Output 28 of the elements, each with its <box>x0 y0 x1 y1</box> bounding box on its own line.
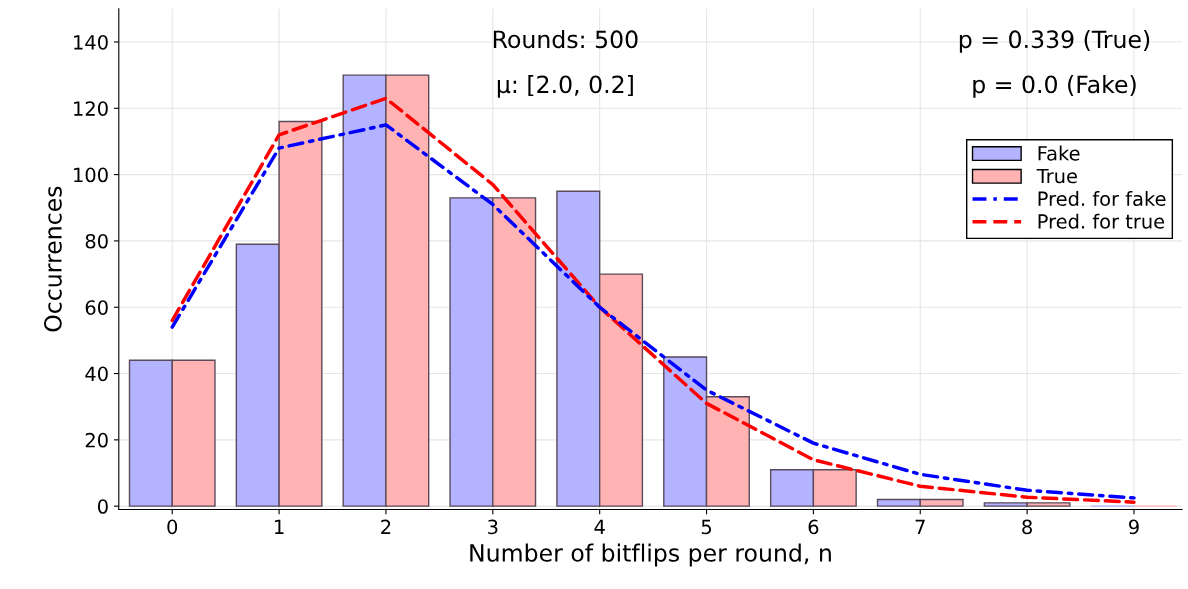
y-tick-label: 80 <box>85 233 108 249</box>
annotation: Rounds: 500 <box>493 29 638 49</box>
x-tick-label: 7 <box>915 519 925 534</box>
y-tick-label: 120 <box>74 101 108 116</box>
x-tick-label: 4 <box>594 519 605 534</box>
y-tick-label: 20 <box>85 432 108 448</box>
y-tick-label: 140 <box>74 34 108 50</box>
x-tick-label: 1 <box>275 519 284 534</box>
annotation: μ: [2.0, 0.2] <box>497 75 633 98</box>
annotation: p = 0.0 (Fake) <box>973 75 1136 98</box>
x-axis-title: Number of bitflips per round, n <box>470 543 831 567</box>
y-tick-label: 60 <box>85 300 108 315</box>
y-tick-label: 100 <box>74 167 108 183</box>
x-tick-label: 5 <box>701 519 712 535</box>
annotation: p = 0.339 (True) <box>959 29 1150 53</box>
x-tick-label: 6 <box>808 519 819 535</box>
x-tick-label: 0 <box>167 519 178 535</box>
x-tick-label: 8 <box>1022 519 1032 535</box>
x-tick-label: 3 <box>488 519 498 535</box>
y-tick-label: 40 <box>85 366 108 382</box>
legend-label: True <box>1036 168 1077 184</box>
x-tick-label: 9 <box>1129 519 1139 535</box>
x-tick-label: 2 <box>381 519 391 534</box>
y-axis-title: Occurrences <box>43 186 62 332</box>
y-tick-label: 0 <box>97 499 108 514</box>
legend-label: Pred. for fake <box>1038 191 1166 207</box>
legend-label: Fake <box>1038 145 1080 161</box>
legend-label: Pred. for true <box>1038 213 1165 229</box>
